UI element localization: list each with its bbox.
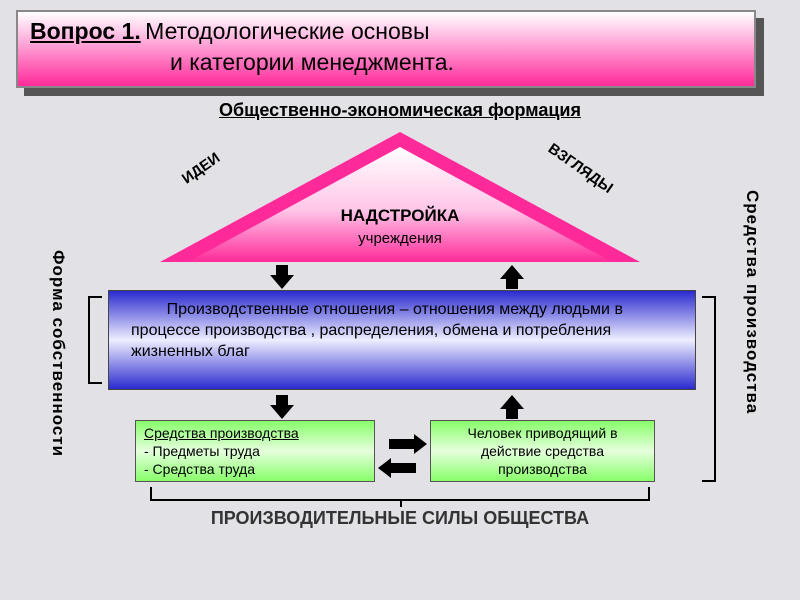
arrow-right-icon — [414, 434, 427, 454]
left-bracket — [88, 296, 102, 384]
means-title: Средства производства — [144, 425, 299, 441]
header-line2: и категории менеджмента. — [170, 49, 742, 76]
arrow-down-icon — [270, 405, 294, 419]
relations-box: Производственные отношения – отношения м… — [108, 290, 696, 390]
header-box: Вопрос 1. Методологические основы и кате… — [16, 10, 756, 88]
arrow-left-icon — [378, 458, 391, 478]
human-text: Человек приводящий в действие средства п… — [467, 425, 617, 477]
triangle-main-text: НАДСТРОЙКА — [160, 206, 640, 226]
bottom-label: ПРОИЗВОДИТЕЛЬНЫЕ СИЛЫ ОБЩЕСТВА — [0, 508, 800, 529]
bottom-bracket — [150, 487, 650, 501]
question-label: Вопрос 1. — [30, 18, 141, 44]
relations-text: Производственные отношения – отношения м… — [131, 301, 627, 360]
subtitle: Общественно-экономическая формация — [0, 100, 800, 121]
arrow-up-icon — [500, 395, 524, 409]
means-l1: - Предметы труда — [144, 443, 260, 459]
human-box: Человек приводящий в действие средства п… — [430, 420, 655, 482]
arrow-up-icon — [500, 265, 524, 279]
means-l2: - Средства труда — [144, 461, 255, 477]
side-label-left: Форма собственности — [48, 250, 68, 457]
means-production-box: Средства производства - Предметы труда -… — [135, 420, 375, 482]
triangle-sub-text: учреждения — [160, 230, 640, 247]
header-line1: Методологические основы — [145, 18, 429, 44]
arrow-down-icon — [270, 275, 294, 289]
side-label-right: Средства производства — [742, 190, 762, 414]
right-bracket — [702, 296, 716, 482]
